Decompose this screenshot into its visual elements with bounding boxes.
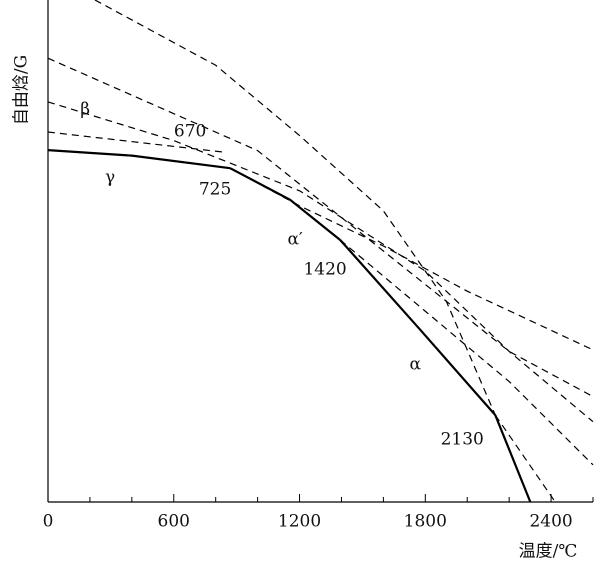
curve	[47, 101, 594, 423]
annotation: 725	[199, 179, 231, 199]
x-tick-label: 1200	[278, 512, 321, 532]
curve	[494, 414, 532, 503]
annotation: α′	[287, 229, 302, 249]
annotation: 2130	[441, 429, 484, 449]
curve	[339, 239, 594, 466]
curve	[47, 149, 231, 170]
x-tick-label: 1800	[404, 512, 447, 532]
curve	[494, 414, 556, 503]
annotation: γ	[105, 168, 115, 188]
curve	[339, 239, 497, 416]
annotation: 670	[174, 122, 206, 142]
curve	[47, 131, 224, 153]
x-axis-label: 温度/℃	[519, 542, 578, 562]
curve	[229, 167, 594, 351]
curve	[229, 167, 341, 241]
annotation: β	[80, 99, 90, 119]
y-axis-label: 自由焓/G	[12, 55, 32, 125]
annotation: 1420	[303, 260, 346, 280]
annotation: α	[410, 354, 422, 374]
x-tick-label: 2400	[529, 512, 572, 532]
curve	[94, 0, 496, 416]
x-tick-label: 0	[43, 512, 54, 532]
x-tick-label: 600	[158, 512, 190, 532]
curve	[47, 57, 594, 398]
